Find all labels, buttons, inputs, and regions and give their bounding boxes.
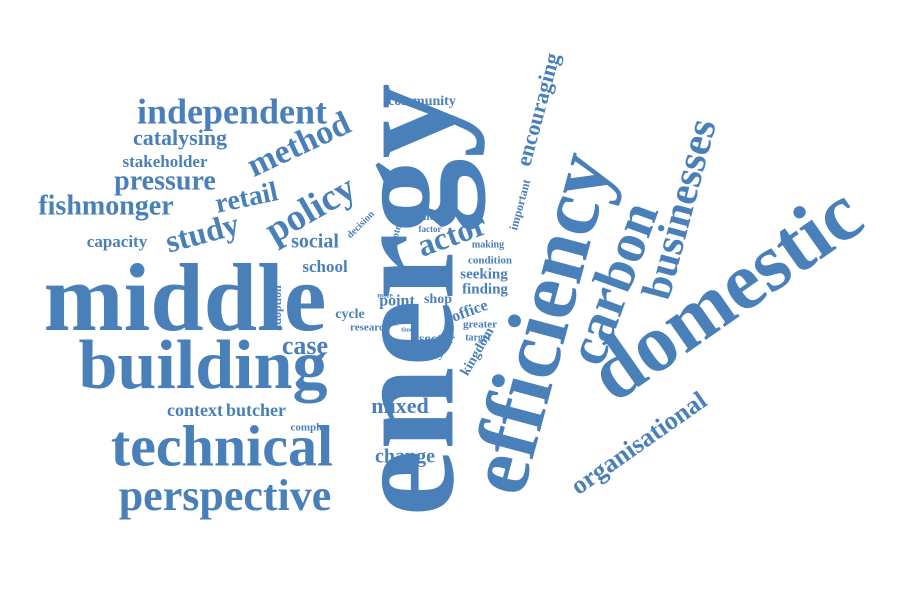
word: times [401,327,415,333]
word: perspective [119,471,332,520]
word: case [282,331,328,360]
word: technical [111,413,333,478]
word: agency [412,349,445,361]
word: fishmonger [38,190,173,221]
word: issue [389,338,397,352]
word: school [302,257,348,276]
word: factor [419,224,442,234]
word: mixed [371,393,428,418]
word: research [350,322,390,334]
word: energy [319,83,485,516]
word: more [377,292,392,300]
word: zero [400,310,412,318]
word: community [388,94,456,109]
word: seeking [460,266,508,282]
word: change [375,446,435,468]
word: context [167,400,223,420]
word: butcher [226,400,286,420]
word: social [291,231,339,253]
word: catalysing [133,125,227,150]
word: concern [412,209,453,223]
word: sector [419,332,455,347]
word: complex [290,422,330,434]
word: finding [462,281,508,297]
word: making [472,239,504,250]
word: capacity [87,232,148,251]
word: adoption [270,285,284,331]
word: independent [137,91,327,131]
word: pressure [114,165,216,196]
word: date [388,321,399,327]
word: condition [468,255,512,267]
word: target [465,332,491,343]
word: point [379,293,415,310]
word: greater [463,319,497,331]
word: middle [44,244,327,351]
word: building [78,327,327,404]
word: shop [424,292,452,307]
word: stakeholder [123,152,208,171]
word: cycle [335,307,365,322]
